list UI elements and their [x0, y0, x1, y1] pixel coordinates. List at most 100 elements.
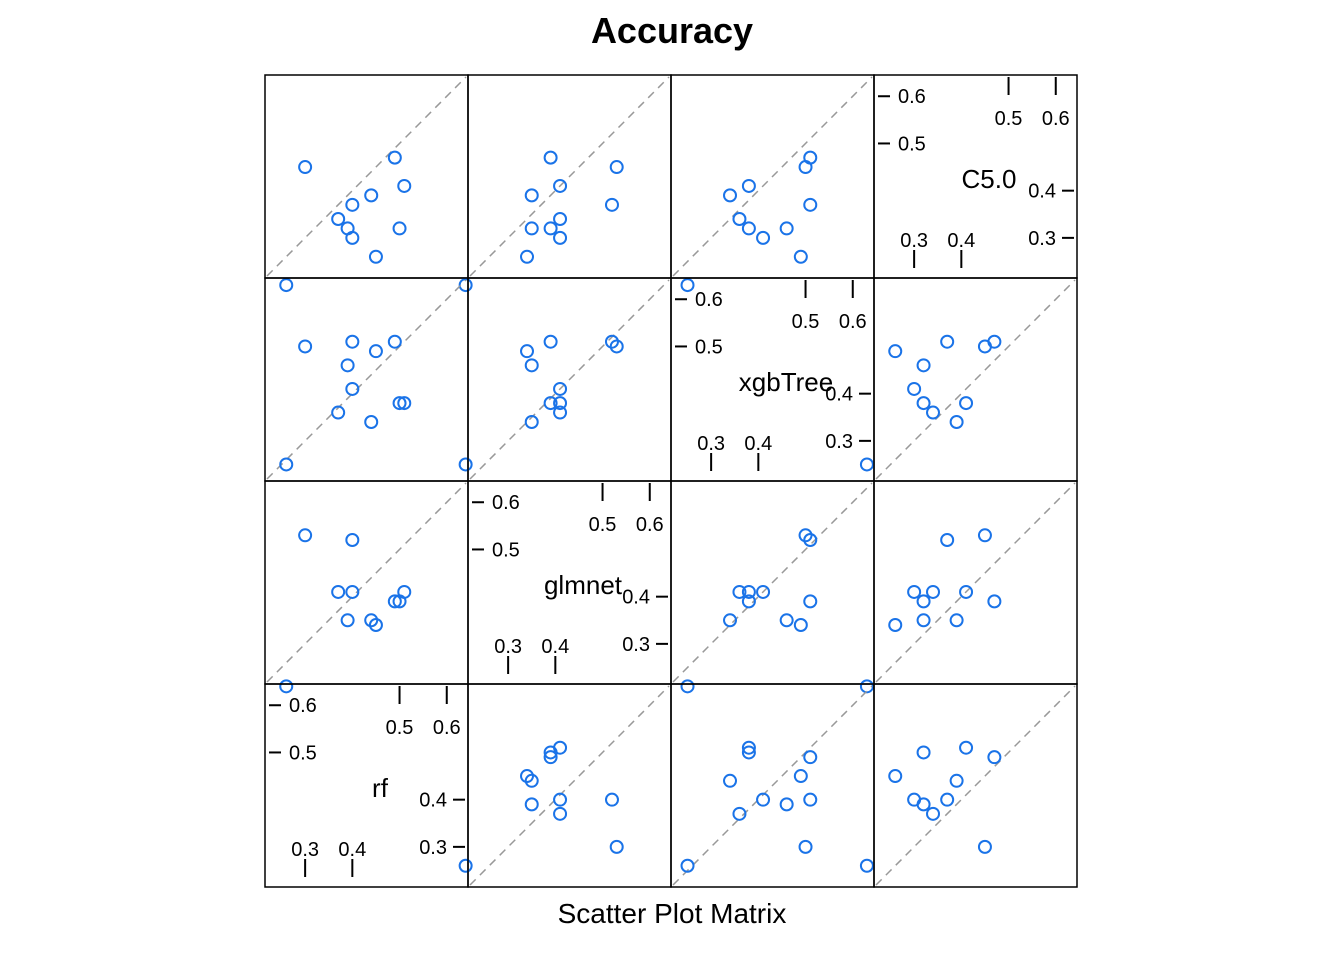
scatter-point-glmnet-vs-xgbTree-1 — [798, 528, 813, 543]
reference-line-1-3 — [875, 279, 1076, 480]
scatter-point-glmnet-vs-rf-6 — [340, 613, 355, 628]
scatter-point-rf-vs-glmnet-9 — [604, 792, 619, 807]
scatter-point-xgbTree-vs-glmnet-2 — [543, 334, 558, 349]
scatter-point-C5.0-vs-glmnet-6 — [524, 221, 539, 236]
scatter-point-xgbTree-vs-glmnet-4 — [553, 396, 568, 411]
reference-line-0-2 — [672, 76, 873, 277]
scatter-point-xgbTree-vs-C5.0-2 — [987, 334, 1002, 349]
scatter-point-xgbTree-vs-rf-3 — [364, 414, 379, 429]
scatter-point-glmnet-vs-C5.0-3 — [949, 613, 964, 628]
scatter-point-C5.0-vs-glmnet-9 — [604, 197, 619, 212]
diagonal-label-C50: C5.0 — [962, 164, 1017, 194]
scatter-point-C5.0-vs-xgbTree-0 — [680, 278, 695, 293]
scatter-point-rf-vs-xgbTree-1 — [798, 839, 813, 854]
scatter-point-rf-vs-xgbTree-7 — [756, 792, 771, 807]
scatter-point-xgbTree-vs-C5.0-5 — [926, 405, 941, 420]
scatter-point-glmnet-vs-xgbTree-3 — [723, 613, 738, 628]
diag-tick-label-xt-xgbTree-1: 0.6 — [839, 311, 867, 333]
scatter-point-C5.0-vs-rf-9 — [345, 197, 360, 212]
scatter-point-C5.0-vs-rf-5 — [331, 211, 346, 226]
scatter-point-rf-vs-C5.0-2 — [987, 750, 1002, 765]
scatter-point-xgbTree-vs-rf-6 — [340, 358, 355, 373]
reference-line-0-1 — [469, 76, 670, 277]
diag-tick-label-y-C5.0-0: 0.5 — [898, 133, 926, 155]
scatter-point-rf-vs-xgbTree-2 — [803, 750, 818, 765]
scatter-point-xgbTree-vs-C5.0-10 — [888, 344, 903, 359]
diag-tick-label-y-xgbTree-1: 0.6 — [695, 289, 723, 311]
scatter-point-rf-vs-xgbTree-0 — [680, 858, 695, 873]
scatter-point-C5.0-vs-xgbTree-10 — [793, 249, 808, 264]
scatter-point-glmnet-vs-rf-8 — [392, 594, 407, 609]
scatter-point-C5.0-vs-rf-4 — [397, 178, 412, 193]
diag-tick-label-x-C5.0-0: 0.3 — [900, 230, 928, 252]
diag-tick-label-y-xgbTree-0: 0.5 — [695, 336, 723, 358]
scatter-point-glmnet-vs-C5.0-9 — [940, 533, 955, 548]
scatter-point-C5.0-vs-xgbTree-5 — [732, 211, 747, 226]
scatter-point-rf-vs-xgbTree-10 — [793, 769, 808, 784]
reference-line-0-0 — [266, 76, 467, 277]
scatter-point-xgbTree-vs-C5.0-3 — [949, 414, 964, 429]
scatter-point-C5.0-vs-rf-7 — [345, 230, 360, 245]
scatter-point-glmnet-vs-C5.0-8 — [916, 594, 931, 609]
diag-tick-label-yr-glmnet-1: 0.4 — [622, 587, 650, 609]
scatter-point-C5.0-vs-glmnet-4 — [553, 178, 568, 193]
scatter-point-rf-vs-glmnet-2 — [543, 750, 558, 765]
scatter-point-glmnet-vs-xgbTree-2 — [803, 594, 818, 609]
scatter-point-rf-vs-xgbTree-8 — [741, 745, 756, 760]
scatter-point-rf-vs-C5.0-3 — [949, 773, 964, 788]
scatter-point-glmnet-vs-rf-10 — [368, 617, 383, 632]
scatter-point-C5.0-vs-glmnet-2 — [543, 150, 558, 165]
scatter-point-C5.0-vs-glmnet-0 — [458, 278, 473, 293]
scatter-point-xgbTree-vs-rf-2 — [387, 334, 402, 349]
scatter-point-C5.0-vs-xgbTree-8 — [741, 221, 756, 236]
reference-line-1-1 — [469, 279, 670, 480]
scatter-point-rf-vs-glmnet-10 — [520, 769, 535, 784]
scatter-point-rf-vs-glmnet-6 — [524, 797, 539, 812]
diag-tick-label-xt-rf-1: 0.6 — [433, 717, 461, 739]
scatter-point-rf-vs-xgbTree-4 — [741, 740, 756, 755]
scatter-point-xgbTree-vs-rf-10 — [368, 344, 383, 359]
diag-tick-label-xt-rf-0: 0.5 — [386, 717, 414, 739]
scatter-point-C5.0-vs-glmnet-5 — [553, 211, 568, 226]
scatter-point-glmnet-vs-xgbTree-9 — [803, 533, 818, 548]
scatter-point-C5.0-vs-xgbTree-3 — [723, 188, 738, 203]
diag-tick-label-xt-C5.0-0: 0.5 — [995, 108, 1023, 130]
scatter-point-xgbTree-vs-glmnet-5 — [553, 405, 568, 420]
diag-tick-label-x-rf-0: 0.3 — [291, 839, 319, 861]
diag-tick-label-yr-glmnet-0: 0.3 — [622, 634, 650, 656]
scatter-point-rf-vs-glmnet-1 — [609, 839, 624, 854]
scatter-point-glmnet-vs-C5.0-10 — [888, 617, 903, 632]
scatter-point-C5.0-vs-rf-10 — [368, 249, 383, 264]
scatter-point-xgbTree-vs-C5.0-8 — [916, 396, 931, 411]
diag-tick-label-x-xgbTree-1: 0.4 — [744, 433, 772, 455]
scatter-point-xgbTree-vs-glmnet-1 — [609, 339, 624, 354]
scatter-point-glmnet-vs-C5.0-7 — [907, 584, 922, 599]
diag-tick-label-x-C5.0-1: 0.4 — [947, 230, 975, 252]
scatter-point-C5.0-vs-glmnet-1 — [609, 160, 624, 175]
diagonal-label-glmnet: glmnet — [544, 570, 623, 600]
diag-tick-label-x-xgbTree-0: 0.3 — [697, 433, 725, 455]
scatter-point-glmnet-vs-xgbTree-10 — [793, 617, 808, 632]
scatter-point-xgbTree-vs-glmnet-10 — [520, 344, 535, 359]
scatter-point-C5.0-vs-rf-3 — [364, 188, 379, 203]
scatter-point-glmnet-vs-rf-9 — [345, 533, 360, 548]
scatter-point-C5.0-vs-glmnet-3 — [524, 188, 539, 203]
scatter-point-rf-vs-C5.0-10 — [888, 769, 903, 784]
scatter-point-C5.0-vs-glmnet-10 — [520, 249, 535, 264]
scatter-point-rf-vs-xgbTree-3 — [723, 773, 738, 788]
scatter-point-C5.0-vs-rf-2 — [387, 150, 402, 165]
reference-line-3-1 — [469, 685, 670, 886]
scatter-point-C5.0-vs-glmnet-7 — [553, 230, 568, 245]
scatter-point-glmnet-vs-rf-0 — [279, 679, 294, 694]
scatter-point-C5.0-vs-rf-0 — [279, 278, 294, 293]
scatter-point-xgbTree-vs-glmnet-6 — [524, 358, 539, 373]
reference-line-1-0 — [266, 279, 467, 480]
diag-tick-label-yr-rf-1: 0.4 — [419, 790, 447, 812]
diag-tick-label-yr-rf-0: 0.3 — [419, 837, 447, 859]
scatter-point-glmnet-vs-C5.0-6 — [916, 613, 931, 628]
scatter-point-xgbTree-vs-glmnet-7 — [553, 381, 568, 396]
scatter-point-rf-vs-glmnet-8 — [543, 745, 558, 760]
reference-line-2-2 — [672, 482, 873, 683]
scatter-point-rf-vs-xgbTree-6 — [779, 797, 794, 812]
diag-tick-label-yr-C5.0-1: 0.4 — [1028, 181, 1056, 203]
